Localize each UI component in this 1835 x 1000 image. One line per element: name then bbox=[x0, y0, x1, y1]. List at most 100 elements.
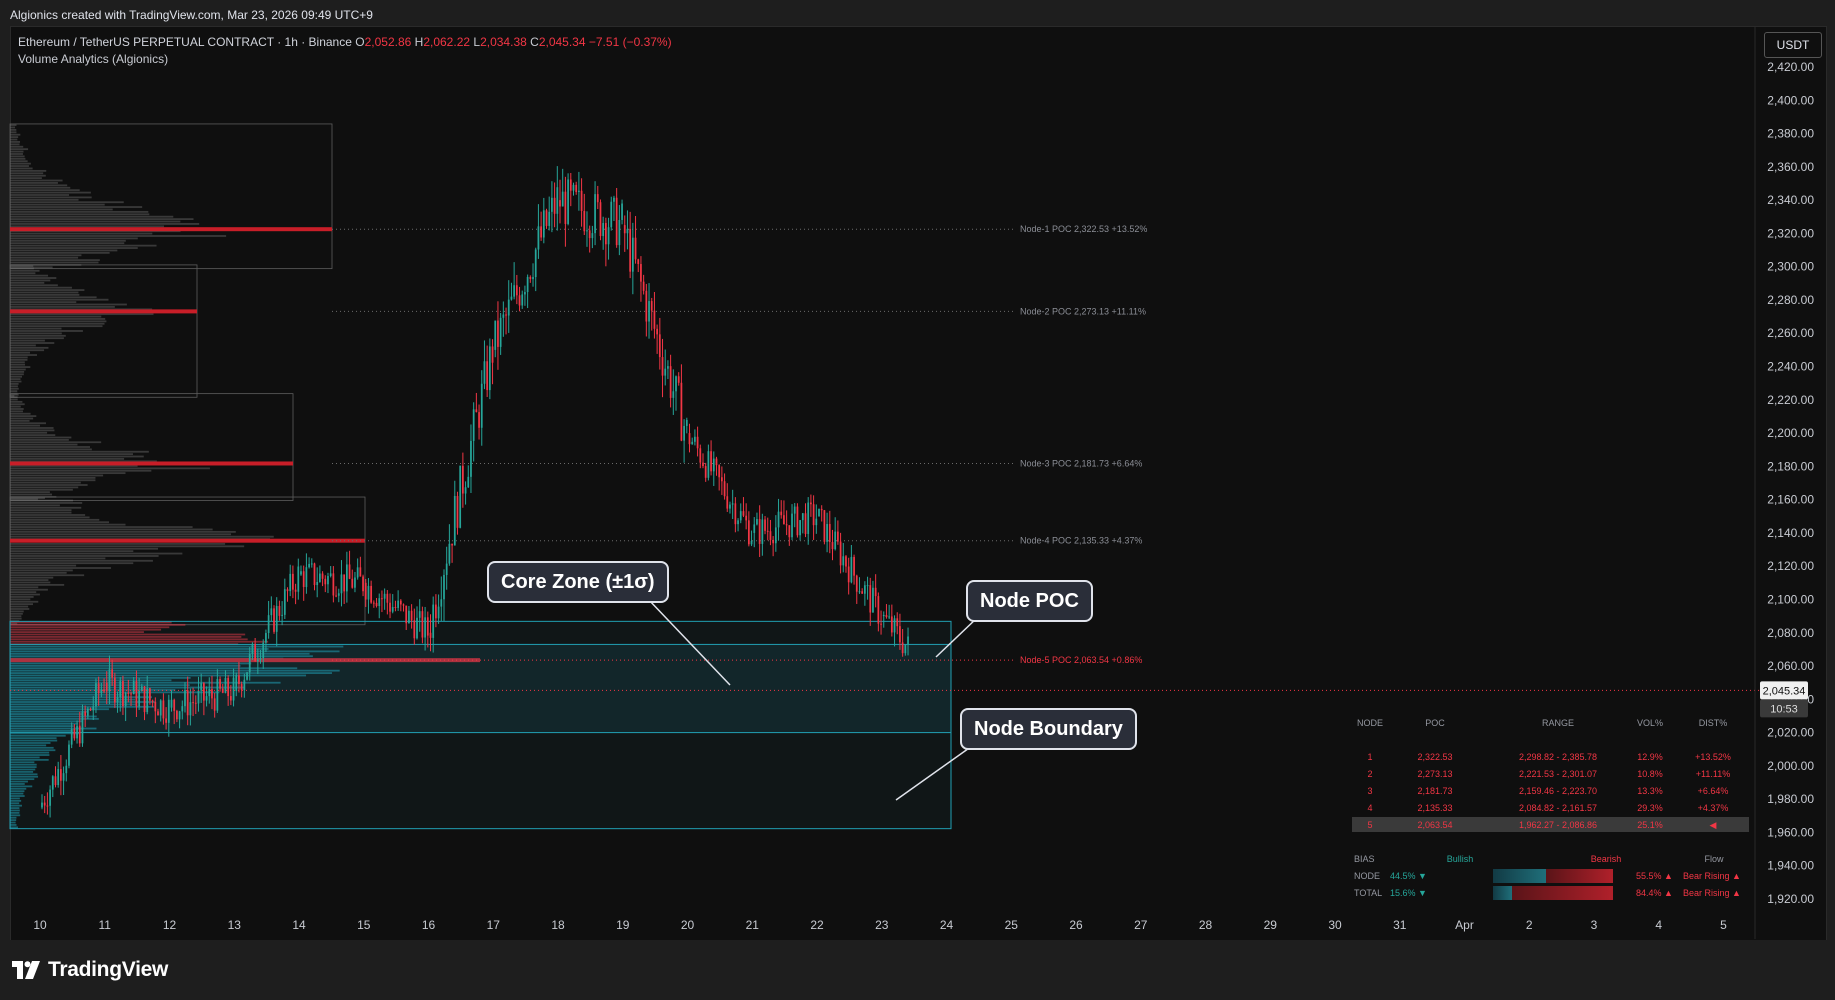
volume-profile-bar bbox=[10, 667, 298, 670]
volume-profile-bar bbox=[10, 269, 40, 272]
table-cell: 1 bbox=[1367, 752, 1373, 762]
volume-profile-bar bbox=[10, 267, 34, 270]
table-cell: 10.8% bbox=[1637, 769, 1663, 779]
candle-body bbox=[753, 524, 756, 533]
volume-profile-bar bbox=[10, 742, 51, 744]
volume-profile-bar bbox=[10, 819, 17, 822]
candle-body bbox=[302, 571, 305, 588]
candle-body bbox=[567, 179, 569, 224]
candle-body bbox=[618, 219, 621, 246]
volume-profile-bar bbox=[10, 636, 242, 638]
volume-profile-bar bbox=[10, 450, 149, 453]
volume-profile-bar bbox=[10, 373, 24, 376]
volume-profile-bar bbox=[10, 400, 23, 403]
volume-profile-bar bbox=[10, 761, 35, 764]
poc-label: Node-1 POC 2,322.53 +13.52% bbox=[1020, 224, 1147, 234]
table-cell: +6.64% bbox=[1697, 786, 1729, 796]
candle-body bbox=[426, 617, 429, 636]
bias-flow-value: Bear Rising ▲ bbox=[1683, 871, 1741, 881]
volume-profile-bar bbox=[10, 662, 252, 665]
candle-body bbox=[699, 448, 702, 463]
volume-profile-bar bbox=[10, 640, 269, 643]
volume-profile-bar bbox=[10, 722, 79, 725]
candle-body bbox=[130, 693, 132, 695]
candle-body bbox=[294, 589, 297, 592]
candle-body bbox=[653, 310, 656, 329]
tradingview-logo[interactable]: TradingView bbox=[12, 958, 168, 982]
volume-profile-bar bbox=[10, 763, 37, 766]
candle-body bbox=[572, 184, 575, 191]
volume-profile-bar bbox=[10, 242, 125, 245]
footer-bar bbox=[0, 940, 1835, 1000]
volume-profile-bar bbox=[10, 598, 31, 601]
volume-profile-bar bbox=[10, 795, 25, 797]
volume-profile-bar bbox=[10, 698, 136, 701]
volume-profile-bar bbox=[10, 410, 23, 413]
candle-body bbox=[418, 611, 421, 618]
candle-body bbox=[300, 571, 302, 575]
volume-profile-bar bbox=[10, 783, 25, 785]
volume-profile-bar bbox=[10, 148, 29, 151]
volume-profile-bar bbox=[10, 443, 78, 446]
candle-body bbox=[354, 577, 356, 588]
poc-bar bbox=[10, 658, 480, 663]
x-tick-label: 15 bbox=[357, 918, 371, 932]
x-tick-label: 25 bbox=[1005, 918, 1019, 932]
chart-pane[interactable] bbox=[10, 26, 1827, 942]
x-tick-label: 10 bbox=[33, 918, 47, 932]
candle-body bbox=[788, 525, 791, 538]
volume-profile-bar bbox=[10, 393, 19, 396]
candle-body bbox=[745, 515, 748, 521]
volume-profile-bar bbox=[10, 521, 110, 524]
volume-profile-bar bbox=[10, 469, 152, 472]
candle-body bbox=[801, 513, 804, 521]
indicator-label[interactable]: Volume Analytics (Algionics) bbox=[18, 52, 169, 66]
candle-body bbox=[837, 531, 839, 542]
volume-profile-bar bbox=[10, 318, 106, 320]
candle-body bbox=[399, 600, 402, 605]
candle-body bbox=[613, 197, 615, 202]
candle-body bbox=[229, 696, 232, 701]
volume-profile-bar bbox=[10, 325, 103, 328]
volume-profile-bar bbox=[10, 802, 20, 805]
volume-profile-bar bbox=[10, 773, 38, 776]
volume-profile-bar bbox=[10, 143, 20, 146]
poc-bar bbox=[10, 461, 293, 466]
candle-body bbox=[764, 519, 766, 531]
bias-bullish-label: Bullish bbox=[1446, 854, 1474, 864]
volume-profile-bar bbox=[10, 215, 174, 218]
candle-body bbox=[804, 513, 807, 534]
candle-body bbox=[583, 210, 586, 232]
candle-body bbox=[429, 632, 432, 638]
bias-gauge-bear bbox=[1546, 869, 1613, 883]
symbol-label[interactable]: Ethereum / TetherUS PERPETUAL CONTRACT ·… bbox=[18, 35, 352, 49]
volume-profile-bar bbox=[10, 179, 63, 182]
candle-body bbox=[154, 701, 157, 712]
candle-body bbox=[151, 700, 154, 702]
currency-button[interactable]: USDT bbox=[1764, 32, 1822, 58]
candle-body bbox=[111, 669, 114, 678]
candle-body bbox=[70, 729, 73, 745]
volume-profile-bar bbox=[10, 191, 91, 194]
candle-body bbox=[54, 776, 57, 786]
candle-body bbox=[615, 197, 618, 246]
candle-body bbox=[140, 686, 143, 691]
volume-profile-bar bbox=[10, 412, 31, 415]
close-label: C bbox=[530, 35, 539, 49]
candle-body bbox=[410, 610, 413, 621]
candle-body bbox=[124, 692, 127, 707]
candle-body bbox=[893, 618, 896, 633]
volume-profile-bar bbox=[10, 555, 159, 557]
candle-body bbox=[696, 436, 699, 449]
candle-body bbox=[761, 519, 764, 544]
volume-profile-bar bbox=[10, 655, 313, 658]
candle-body bbox=[170, 699, 173, 708]
change-value: −7.51 (−0.37%) bbox=[588, 35, 672, 49]
volume-profile-bar bbox=[10, 780, 28, 783]
candle-body bbox=[737, 520, 739, 525]
candle-body bbox=[200, 683, 203, 691]
volume-profile-bar bbox=[10, 792, 24, 795]
volume-profile-bar bbox=[10, 434, 56, 437]
volume-profile-bar bbox=[10, 679, 172, 682]
